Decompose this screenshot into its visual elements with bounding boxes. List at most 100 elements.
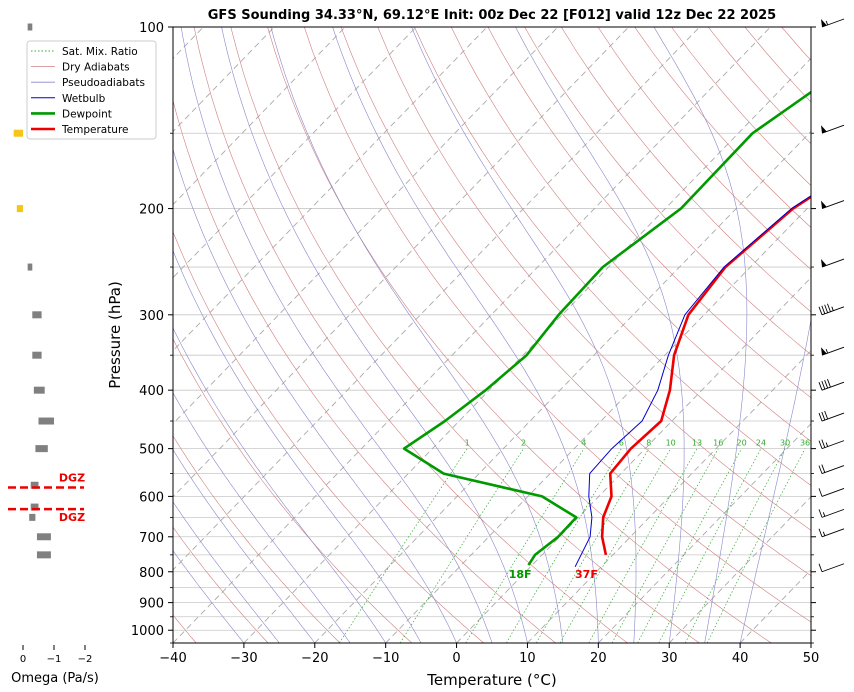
isotherm bbox=[173, 27, 771, 643]
pseudoadiabat bbox=[270, 27, 564, 643]
omega-bar bbox=[36, 551, 51, 559]
wind-barb-full bbox=[821, 380, 826, 390]
wind-barb-full bbox=[818, 412, 823, 422]
pseudoadiabat bbox=[653, 27, 748, 643]
mixing-ratio-line bbox=[658, 448, 762, 643]
isotherm bbox=[527, 350, 811, 643]
dry-adiabat bbox=[524, 27, 811, 356]
legend-entry: Temperature bbox=[61, 124, 129, 136]
mixing-ratio-label: 13 bbox=[692, 439, 702, 448]
wind-barb-full bbox=[818, 440, 823, 449]
wind-barb-shaft bbox=[821, 381, 845, 391]
omega-bar bbox=[27, 23, 33, 31]
wind-barb-half bbox=[822, 512, 826, 517]
pseudoadiabat bbox=[515, 27, 685, 643]
dgz-label: DGZ bbox=[59, 472, 85, 485]
mixing-ratio-label: 20 bbox=[736, 439, 746, 448]
mixing-ratio-line bbox=[506, 448, 622, 643]
omega-bar bbox=[16, 205, 23, 213]
wind-barb bbox=[818, 303, 845, 316]
wind-barb-shaft bbox=[821, 124, 845, 134]
dry-adiabat bbox=[671, 27, 811, 186]
y-tick-label: 800 bbox=[139, 566, 164, 581]
legend-entry: Pseudoadiabats bbox=[62, 77, 145, 89]
pseudoadiabat bbox=[180, 27, 493, 643]
omega-tick-label: 0 bbox=[20, 654, 26, 665]
mixing-ratio-line bbox=[339, 448, 468, 643]
wind-barb-full bbox=[818, 382, 823, 391]
mixing-ratio-line bbox=[399, 448, 524, 643]
dry-adiabat bbox=[340, 27, 811, 577]
mixing-ratio-label: 8 bbox=[646, 439, 651, 448]
y-tick-label: 100 bbox=[139, 21, 164, 36]
series-wetbulb-line bbox=[574, 195, 811, 568]
wind-barb-shaft bbox=[821, 465, 845, 475]
wind-barb bbox=[818, 563, 845, 573]
legend-entry: Wetbulb bbox=[62, 93, 106, 105]
x-tick-label: 20 bbox=[590, 651, 607, 666]
wind-barb bbox=[821, 18, 845, 28]
wind-barb-full bbox=[824, 304, 829, 313]
legend-box bbox=[26, 40, 157, 140]
isotherm bbox=[173, 27, 346, 206]
legend-entry: Dry Adiabats bbox=[62, 62, 130, 74]
dry-adiabat bbox=[173, 230, 484, 643]
mixing-ratio-line bbox=[637, 448, 742, 643]
isotherm bbox=[739, 569, 811, 643]
mixing-ratio-line bbox=[559, 448, 672, 643]
y-tick-label: 600 bbox=[139, 490, 164, 505]
surface-temperature-label: 37F bbox=[575, 568, 598, 581]
mixing-ratio-label: 2 bbox=[521, 439, 526, 448]
isotherm bbox=[456, 276, 811, 643]
wind-barb-full bbox=[824, 410, 829, 420]
wind-barb-full bbox=[821, 439, 826, 448]
wind-barb-shaft bbox=[821, 528, 845, 538]
wind-barb-shaft bbox=[821, 258, 845, 268]
x-tick-label: 30 bbox=[661, 651, 678, 666]
wind-barb-shaft bbox=[821, 200, 845, 210]
mixing-ratio-label: 4 bbox=[581, 439, 586, 448]
omega-bar bbox=[36, 533, 51, 541]
x-tick-label: 40 bbox=[732, 651, 749, 666]
dry-adiabat bbox=[230, 27, 700, 643]
pseudoadiabat bbox=[332, 27, 599, 643]
y-tick-label: 500 bbox=[139, 443, 164, 458]
pseudoadiabat bbox=[173, 249, 422, 643]
wind-barb-full bbox=[818, 465, 823, 474]
omega-bar bbox=[33, 386, 45, 394]
wind-barb-half bbox=[825, 20, 829, 26]
x-tick-label: −40 bbox=[159, 651, 186, 666]
wind-barb-full bbox=[821, 411, 826, 421]
surface-dewpoint-label: 18F bbox=[509, 568, 532, 581]
dry-adiabat bbox=[781, 27, 811, 61]
x-tick-label: 10 bbox=[519, 651, 536, 666]
y-tick-label: 900 bbox=[139, 597, 164, 612]
series-dewpoint-line bbox=[402, 90, 811, 566]
wind-barb-flag bbox=[821, 200, 827, 209]
wind-barb bbox=[818, 508, 845, 518]
wind-barb-flag bbox=[821, 125, 827, 134]
dry-adiabat bbox=[173, 435, 341, 643]
wind-barb-full bbox=[824, 379, 829, 389]
dry-adiabat bbox=[173, 526, 269, 643]
mixing-ratio-label: 10 bbox=[666, 439, 676, 448]
mixing-ratio-line bbox=[684, 448, 786, 643]
omega-bar bbox=[32, 311, 42, 319]
wind-barb-shaft bbox=[821, 563, 845, 573]
wind-barb-full bbox=[827, 303, 831, 312]
x-axis-label: Temperature (°C) bbox=[426, 671, 556, 689]
omega-bar bbox=[35, 445, 48, 453]
x-tick-label: −30 bbox=[230, 651, 257, 666]
wind-barb bbox=[818, 378, 845, 391]
wind-barb-flag bbox=[821, 347, 827, 356]
dry-adiabat bbox=[487, 27, 811, 399]
omega-bar bbox=[29, 513, 36, 521]
isotherm bbox=[173, 27, 700, 571]
wind-barb-shaft bbox=[821, 18, 845, 28]
pseudoadiabat bbox=[221, 27, 528, 643]
wind-barb-half bbox=[825, 442, 829, 447]
wind-barb-full bbox=[818, 306, 823, 315]
omega-bar bbox=[30, 481, 39, 489]
isotherm bbox=[385, 203, 811, 643]
dry-adiabat bbox=[561, 27, 811, 313]
